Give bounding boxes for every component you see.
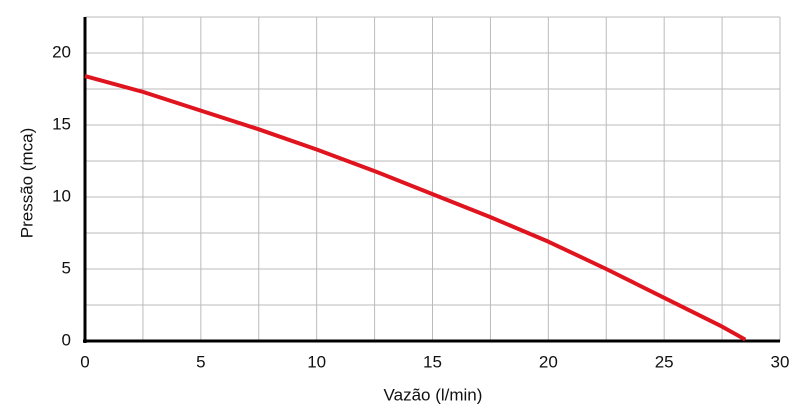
x-tick-label: 30 (771, 352, 790, 371)
x-tick-label: 0 (80, 352, 89, 371)
x-axis-label: Vazão (l/min) (384, 385, 483, 404)
y-tick-label: 10 (52, 186, 71, 205)
y-tick-label: 20 (52, 42, 71, 61)
x-tick-label: 25 (655, 352, 674, 371)
y-axis-label: Pressão (mca) (17, 128, 36, 239)
x-tick-label: 10 (307, 352, 326, 371)
y-tick-label: 5 (62, 258, 71, 277)
line-series (84, 74, 747, 342)
x-tick-label: 15 (423, 352, 442, 371)
x-tick-label: 5 (196, 352, 205, 371)
y-tick-label: 0 (62, 330, 71, 349)
y-tick-label: 15 (52, 114, 71, 133)
x-tick-label: 20 (539, 352, 558, 371)
